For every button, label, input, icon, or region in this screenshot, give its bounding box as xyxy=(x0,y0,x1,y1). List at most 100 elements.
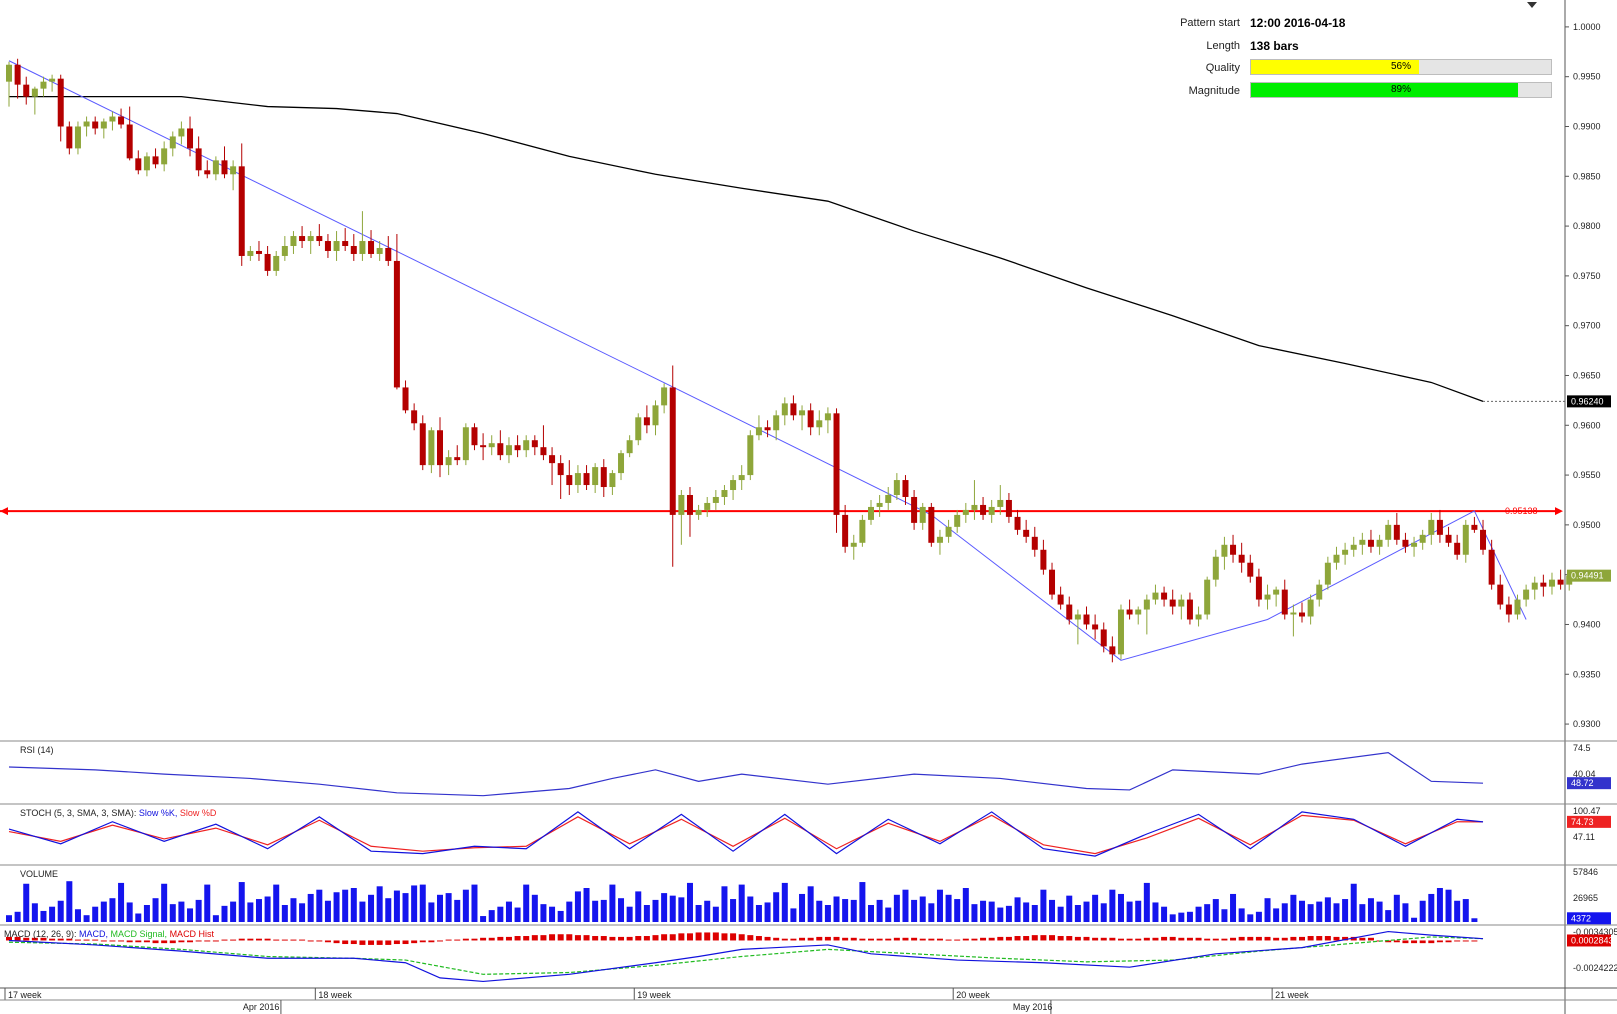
volume-bar xyxy=(695,905,702,922)
volume-bar xyxy=(747,896,754,922)
macd-hist-bar xyxy=(980,937,987,941)
candle-body xyxy=(264,253,271,271)
candle-body xyxy=(393,260,400,388)
macd-hist-bar xyxy=(187,940,194,943)
candle-body xyxy=(1324,562,1331,585)
last-price-tag xyxy=(1567,569,1611,582)
macd-hist-bar xyxy=(178,940,185,943)
macd-hist-bar xyxy=(954,939,961,941)
candle-body xyxy=(212,160,219,175)
candle-body xyxy=(936,536,943,543)
macd-hist-bar xyxy=(238,938,245,941)
macd-hist-bar xyxy=(514,936,521,941)
candle-body xyxy=(480,445,487,448)
macd-hist-bar xyxy=(359,940,366,945)
candle-body xyxy=(1281,589,1288,615)
macd-hist-bar xyxy=(290,939,297,941)
volume-bar xyxy=(393,890,400,922)
volume-bar xyxy=(1040,889,1047,922)
stoch-k-line xyxy=(8,811,1484,857)
macd-hist-bar xyxy=(626,936,633,941)
quality-bar: 56% xyxy=(1250,59,1552,75)
stoch-last-label: 74.73 xyxy=(1571,817,1594,827)
candle-body xyxy=(583,473,590,486)
macd-hist-bar xyxy=(962,938,969,941)
candle-body xyxy=(1488,549,1495,585)
macd-hist-bar xyxy=(1419,940,1426,944)
volume-bar xyxy=(368,894,375,922)
macd-hist-bar xyxy=(566,934,573,941)
macd-hist-bar xyxy=(419,940,426,943)
candle-body xyxy=(445,457,452,466)
price-tick-label: 0.9850 xyxy=(1573,171,1601,181)
rsi-last-label: 48.72 xyxy=(1571,778,1594,788)
macd-hist-bar xyxy=(66,938,73,941)
macd-tick-label-bottom: -0.0024222 xyxy=(1573,963,1617,973)
volume-bar xyxy=(652,899,659,922)
candle-body xyxy=(178,128,185,137)
volume-bar xyxy=(1264,898,1271,922)
candle-body xyxy=(1040,549,1047,570)
macd-hist-bar xyxy=(1428,940,1435,944)
macd-last-tag xyxy=(1567,934,1611,947)
candle-body xyxy=(1540,582,1547,587)
volume-bar xyxy=(850,899,857,922)
macd-hist-bar xyxy=(893,937,900,941)
candle-body xyxy=(859,519,866,543)
volume-bar xyxy=(980,900,987,922)
candle-body xyxy=(807,410,814,428)
volume-bar xyxy=(1471,918,1478,922)
candle-body xyxy=(928,506,935,543)
volume-bar xyxy=(971,904,978,922)
volume-bar xyxy=(600,899,607,922)
macd-hist-bar xyxy=(1135,938,1142,941)
macd-hist-bar xyxy=(549,934,556,941)
volume-bar xyxy=(1367,898,1374,922)
magnitude-bar-fill xyxy=(1251,83,1518,97)
candle-body xyxy=(437,430,443,466)
candle-body xyxy=(1230,544,1237,555)
macd-title: MACD (12, 26, 9): MACD, MACD Signal, MAC… xyxy=(4,929,215,939)
candle-body xyxy=(1333,554,1340,563)
macd-hist-bar xyxy=(885,938,892,941)
volume-bar xyxy=(126,902,133,922)
volume-bar xyxy=(471,884,478,922)
candle-body xyxy=(988,506,995,515)
candle-body xyxy=(833,413,840,515)
macd-hist-bar xyxy=(393,940,400,945)
macd-hist-bar xyxy=(1273,937,1280,941)
volume-bar xyxy=(678,897,685,922)
candle-body xyxy=(1419,534,1426,543)
candle-body xyxy=(350,246,357,254)
macd-hist-bar xyxy=(618,936,625,941)
macd-hist-bar xyxy=(1195,937,1202,941)
candle-body xyxy=(14,64,21,85)
volume-bar xyxy=(40,910,47,922)
candle-body xyxy=(135,158,142,171)
macd-hist-bar xyxy=(997,936,1004,941)
volume-bar xyxy=(1126,901,1133,922)
candle-body xyxy=(221,160,228,175)
volume-bar xyxy=(161,883,168,922)
volume-bar xyxy=(152,898,159,922)
volume-bar xyxy=(221,905,228,922)
quality-percent: 56% xyxy=(1390,61,1411,72)
price-tick-label: 0.9350 xyxy=(1573,669,1601,679)
candle-body xyxy=(230,166,237,175)
pane-tick-label-mid: 40.04 xyxy=(1573,769,1596,779)
macd-hist-bar xyxy=(1178,937,1185,941)
macd-hist-bar xyxy=(868,938,874,941)
candle-body xyxy=(255,250,262,254)
macd-hist-bar xyxy=(1342,936,1349,941)
candle-body xyxy=(876,502,883,507)
volume-bar xyxy=(1230,893,1237,922)
volume-bar xyxy=(954,899,961,922)
collapse-arrow-icon[interactable] xyxy=(1527,2,1537,8)
volume-bar xyxy=(1238,908,1245,922)
candle-body xyxy=(1531,582,1538,590)
candle-body xyxy=(23,84,30,97)
volume-bar xyxy=(143,905,150,922)
magnitude-label: Magnitude xyxy=(1188,85,1240,97)
candle-body xyxy=(549,455,556,464)
